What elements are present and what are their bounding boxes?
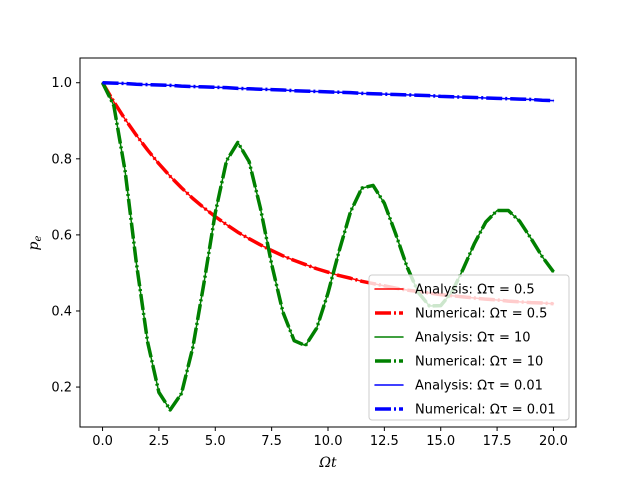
x-axis: 0.0 2.5 5.0 7.5 10.0 12.5 15.0 17.5 20.0 [92,427,568,449]
y-axis: 0.2 0.4 0.6 0.8 1.0 [51,76,80,396]
y-axis-label-main: p [26,241,42,250]
x-tick-label: 7.5 [261,434,282,449]
y-tick-label: 0.4 [51,304,72,319]
legend-label: Analysis: Ωτ = 10 [415,331,531,346]
x-tick-label: 5.0 [205,434,226,449]
series-layer [100,80,555,412]
x-tick-label: 17.5 [483,434,512,449]
legend-label: Numerical: Ωτ = 10 [415,355,543,370]
x-tick-label: 10.0 [314,434,343,449]
y-axis-label: pe [26,235,44,250]
y-tick-label: 1.0 [51,76,72,91]
series-line-2 [101,81,554,306]
x-tick-label: 2.5 [149,434,170,449]
legend-label: Analysis: Ωτ = 0.01 [415,379,543,394]
y-tick-label: 0.6 [51,228,72,243]
series-line-6 [102,80,554,103]
y-axis-label-sub: e [33,235,44,241]
legend-box [368,274,570,421]
legend-label: Analysis: Ωτ = 0.5 [415,283,535,298]
legend-label: Numerical: Ωτ = 0.5 [415,307,547,322]
x-tick-label: 0.0 [92,434,113,449]
x-tick-label: 12.5 [370,434,399,449]
x-axis-label: Ωt [318,455,337,471]
y-tick-label: 0.2 [51,381,72,396]
legend: Analysis: Ωτ = 0.5 Numerical: Ωτ = 0.5 Ana… [368,274,570,421]
x-tick-label: 15.0 [426,434,455,449]
x-tick-label: 20.0 [539,434,568,449]
legend-label: Numerical: Ωτ = 0.01 [415,403,556,418]
y-tick-label: 0.8 [51,152,72,167]
series-line-4 [100,81,555,412]
